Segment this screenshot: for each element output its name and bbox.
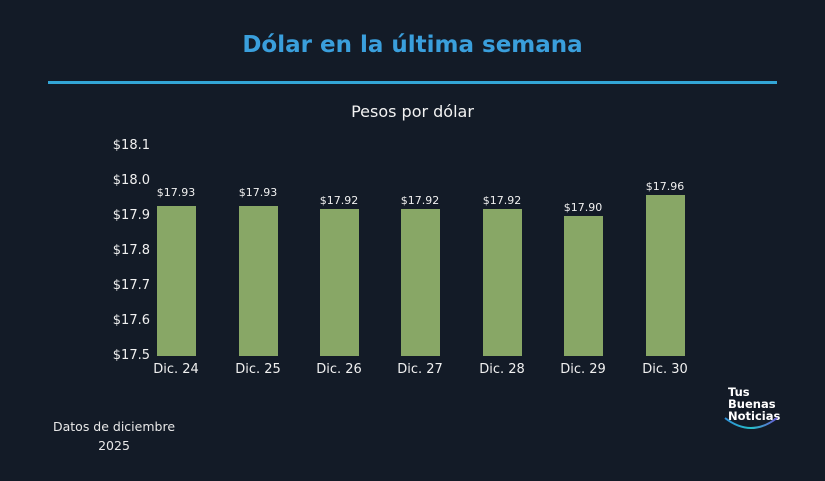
y-tick: $17.6 bbox=[112, 313, 150, 328]
y-tick: $17.9 bbox=[112, 208, 150, 223]
chart-subtitle: Pesos por dólar bbox=[351, 102, 474, 121]
x-tick: Dic. 27 bbox=[397, 362, 443, 377]
bar bbox=[646, 195, 685, 356]
x-tick: Dic. 29 bbox=[560, 362, 606, 377]
bar-value-label: $17.92 bbox=[319, 194, 359, 207]
y-tick: $18.1 bbox=[112, 138, 150, 153]
bar-value-label: $17.92 bbox=[400, 194, 440, 207]
brand-logo: Tus Buenas Noticias bbox=[728, 386, 780, 422]
bar bbox=[483, 209, 522, 356]
x-tick: Dic. 24 bbox=[153, 362, 199, 377]
bar-value-label: $17.93 bbox=[238, 186, 278, 199]
x-tick: Dic. 28 bbox=[479, 362, 525, 377]
bar-value-label: $17.96 bbox=[645, 180, 685, 193]
y-tick: $17.8 bbox=[112, 243, 150, 258]
bar bbox=[401, 209, 440, 356]
bar bbox=[564, 216, 603, 356]
bar-value-label: $17.92 bbox=[482, 194, 522, 207]
bar bbox=[239, 206, 278, 356]
x-tick: Dic. 25 bbox=[235, 362, 281, 377]
y-tick: $18.0 bbox=[112, 173, 150, 188]
logo-line: Buenas bbox=[728, 397, 776, 411]
x-tick: Dic. 26 bbox=[316, 362, 362, 377]
smile-arc-icon bbox=[724, 417, 778, 429]
x-tick: Dic. 30 bbox=[642, 362, 688, 377]
data-source-note: Datos de diciembre 2025 bbox=[52, 419, 176, 453]
title-divider bbox=[48, 81, 777, 84]
bar bbox=[320, 209, 359, 356]
y-tick: $17.7 bbox=[112, 278, 150, 293]
y-tick: $17.5 bbox=[112, 348, 150, 363]
bar bbox=[157, 206, 196, 356]
chart-title: Dólar en la última semana bbox=[242, 32, 583, 58]
logo-line: Tus bbox=[728, 385, 750, 399]
bar-value-label: $17.90 bbox=[563, 201, 603, 214]
logo-line: Noticias bbox=[728, 409, 781, 423]
bar-value-label: $17.93 bbox=[156, 186, 196, 199]
